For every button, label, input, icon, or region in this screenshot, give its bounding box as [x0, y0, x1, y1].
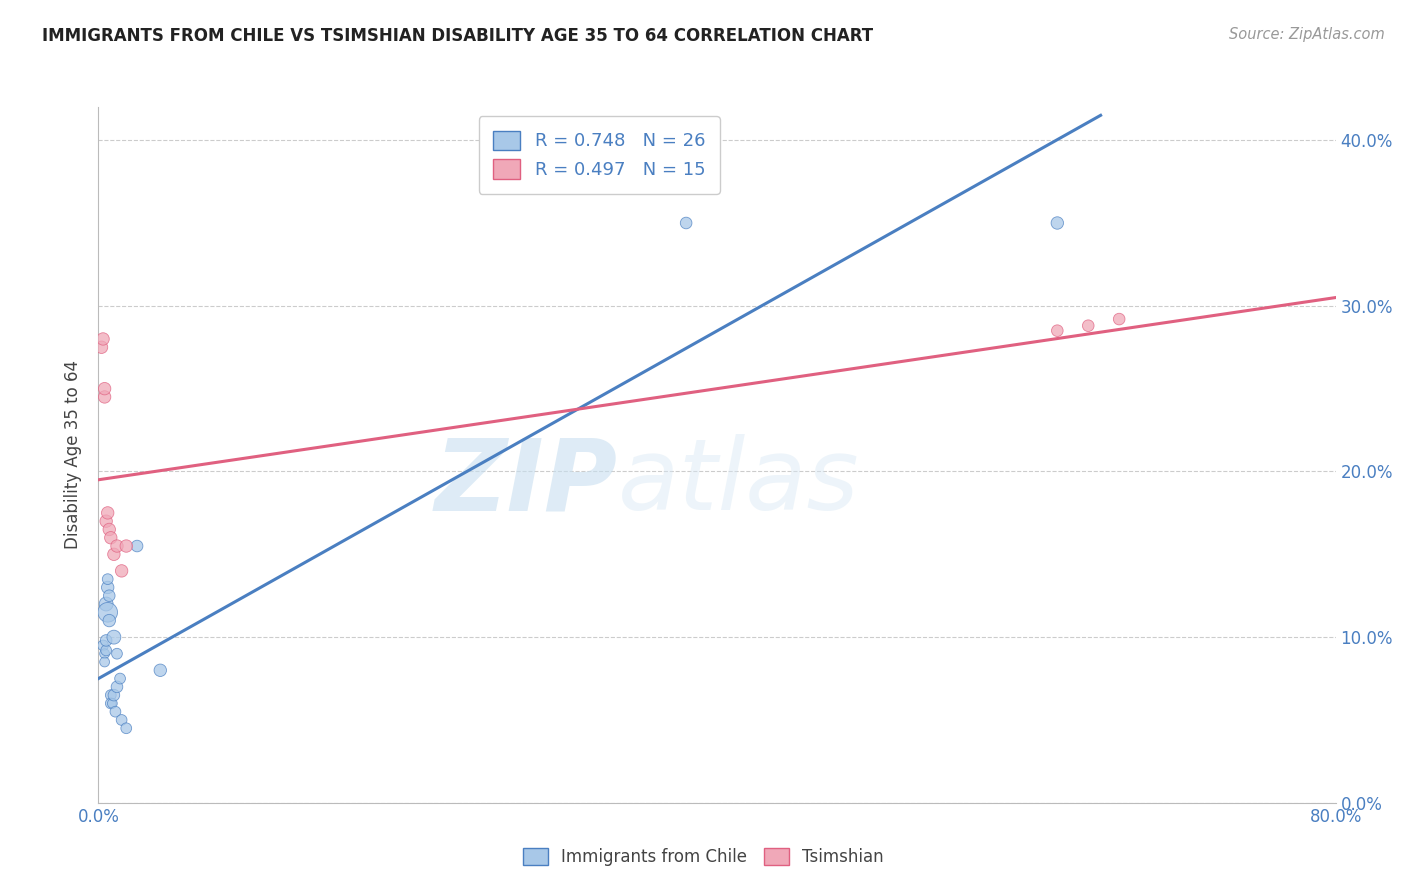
Point: [111, 564, 134, 578]
Point: [127, 539, 149, 553]
Point: [90, 340, 112, 354]
Point: [115, 539, 138, 553]
Point: [97, 581, 120, 595]
Point: [98, 523, 121, 537]
Point: [98, 614, 121, 628]
Point: [93, 655, 115, 669]
Point: [97, 605, 120, 619]
Point: [1108, 312, 1130, 326]
Point: [105, 647, 128, 661]
Point: [93, 390, 115, 404]
Point: [96, 514, 118, 528]
Point: [1046, 216, 1069, 230]
Y-axis label: Disability Age 35 to 64: Disability Age 35 to 64: [65, 360, 83, 549]
Point: [115, 721, 138, 735]
Point: [97, 506, 120, 520]
Point: [1046, 324, 1069, 338]
Point: [105, 539, 128, 553]
Point: [98, 589, 121, 603]
Text: Source: ZipAtlas.com: Source: ZipAtlas.com: [1229, 27, 1385, 42]
Point: [100, 697, 122, 711]
Point: [97, 572, 120, 586]
Point: [91, 332, 114, 346]
Legend: R = 0.748   N = 26, R = 0.497   N = 15: R = 0.748 N = 26, R = 0.497 N = 15: [478, 116, 720, 194]
Point: [104, 705, 127, 719]
Point: [103, 547, 125, 561]
Legend: Immigrants from Chile, Tsimshian: Immigrants from Chile, Tsimshian: [515, 840, 891, 875]
Point: [103, 630, 125, 644]
Point: [108, 672, 131, 686]
Point: [105, 680, 128, 694]
Point: [101, 697, 124, 711]
Text: ZIP: ZIP: [434, 434, 619, 532]
Point: [96, 633, 118, 648]
Point: [675, 216, 697, 230]
Point: [111, 713, 134, 727]
Point: [149, 663, 172, 677]
Point: [91, 639, 114, 653]
Point: [1077, 318, 1099, 333]
Text: IMMIGRANTS FROM CHILE VS TSIMSHIAN DISABILITY AGE 35 TO 64 CORRELATION CHART: IMMIGRANTS FROM CHILE VS TSIMSHIAN DISAB…: [42, 27, 873, 45]
Point: [93, 647, 115, 661]
Text: atlas: atlas: [619, 434, 859, 532]
Point: [100, 531, 122, 545]
Point: [93, 382, 115, 396]
Point: [96, 597, 118, 611]
Point: [96, 643, 118, 657]
Point: [100, 688, 122, 702]
Point: [103, 688, 125, 702]
